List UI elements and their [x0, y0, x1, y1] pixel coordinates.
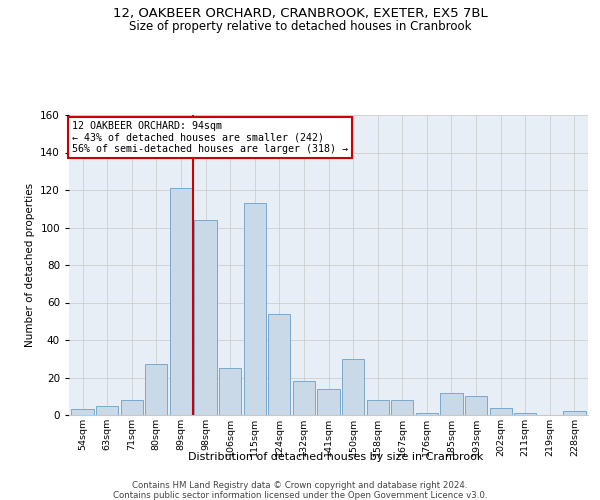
- Text: 12, OAKBEER ORCHARD, CRANBROOK, EXETER, EX5 7BL: 12, OAKBEER ORCHARD, CRANBROOK, EXETER, …: [113, 8, 487, 20]
- Bar: [317, 389, 340, 415]
- Bar: [219, 368, 241, 415]
- Bar: [268, 314, 290, 415]
- Bar: [391, 400, 413, 415]
- Bar: [121, 400, 143, 415]
- Bar: [293, 381, 315, 415]
- Text: 12 OAKBEER ORCHARD: 94sqm
← 43% of detached houses are smaller (242)
56% of semi: 12 OAKBEER ORCHARD: 94sqm ← 43% of detac…: [71, 121, 347, 154]
- Text: Contains HM Land Registry data © Crown copyright and database right 2024.: Contains HM Land Registry data © Crown c…: [132, 481, 468, 490]
- Text: Distribution of detached houses by size in Cranbrook: Distribution of detached houses by size …: [188, 452, 484, 462]
- Y-axis label: Number of detached properties: Number of detached properties: [25, 183, 35, 347]
- Text: Size of property relative to detached houses in Cranbrook: Size of property relative to detached ho…: [129, 20, 471, 33]
- Bar: [490, 408, 512, 415]
- Bar: [96, 406, 118, 415]
- Bar: [71, 410, 94, 415]
- Bar: [416, 413, 438, 415]
- Bar: [342, 359, 364, 415]
- Bar: [465, 396, 487, 415]
- Text: Contains public sector information licensed under the Open Government Licence v3: Contains public sector information licen…: [113, 491, 487, 500]
- Bar: [170, 188, 192, 415]
- Bar: [563, 411, 586, 415]
- Bar: [194, 220, 217, 415]
- Bar: [244, 203, 266, 415]
- Bar: [514, 413, 536, 415]
- Bar: [440, 392, 463, 415]
- Bar: [145, 364, 167, 415]
- Bar: [367, 400, 389, 415]
